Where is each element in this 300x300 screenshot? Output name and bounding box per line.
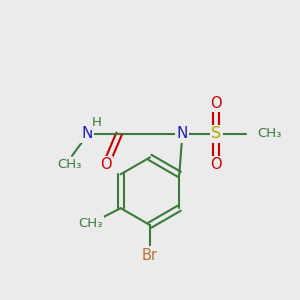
Text: O: O [210, 157, 222, 172]
Text: O: O [100, 157, 112, 172]
Text: CH₃: CH₃ [257, 127, 281, 140]
Text: N: N [81, 126, 92, 141]
Text: O: O [210, 96, 222, 111]
Text: CH₃: CH₃ [57, 158, 81, 171]
Text: H: H [92, 116, 101, 129]
Text: N: N [177, 126, 188, 141]
Text: Br: Br [142, 248, 158, 262]
Text: CH₃: CH₃ [78, 217, 103, 230]
Text: S: S [211, 126, 221, 141]
